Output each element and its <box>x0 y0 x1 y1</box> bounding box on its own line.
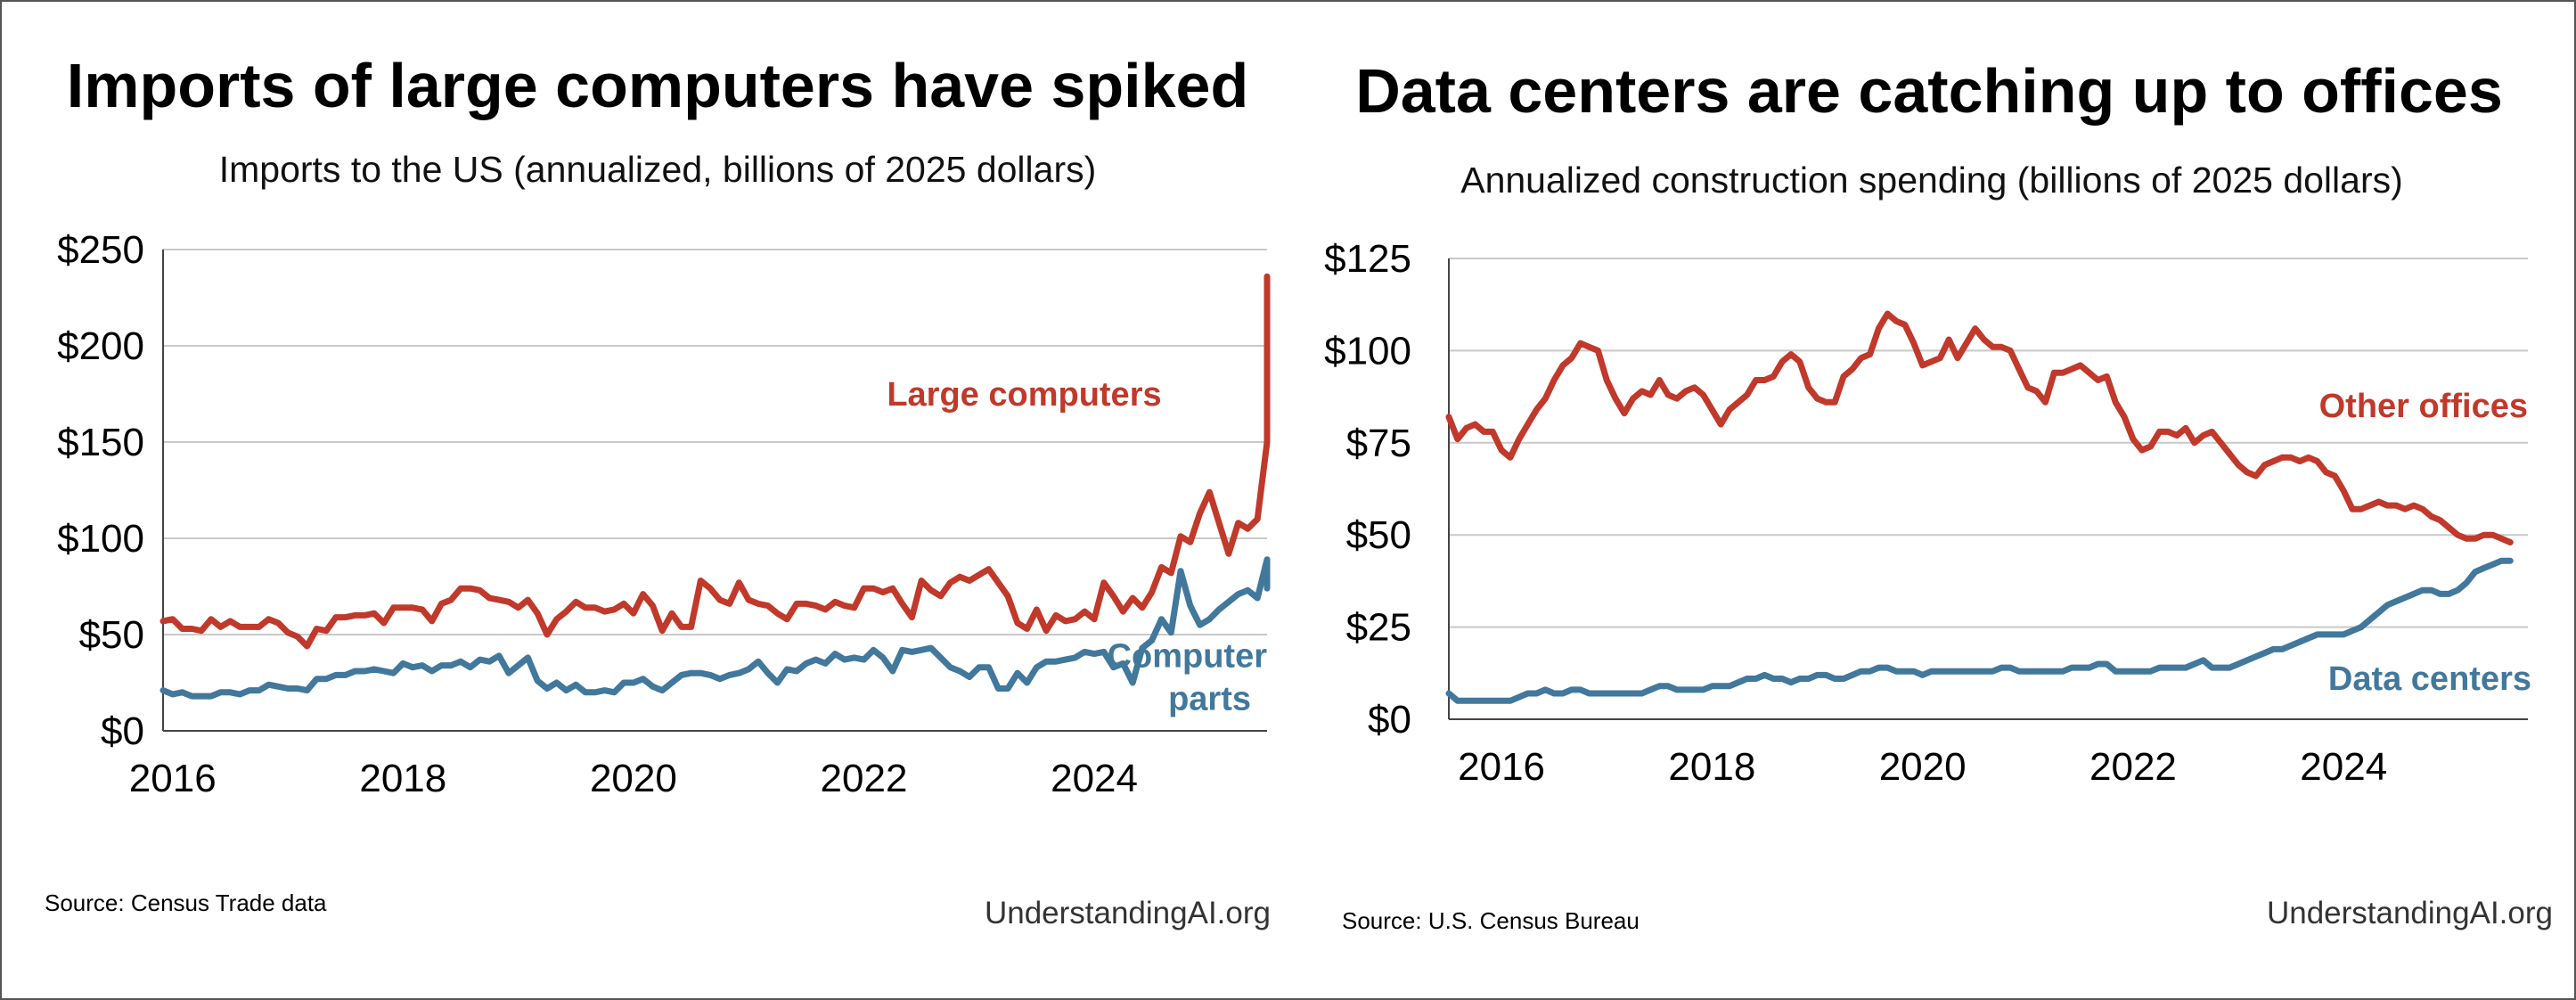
right-grid <box>1448 258 2528 720</box>
right-chart-subtitle: Annualized construction spending (billio… <box>1460 160 2403 201</box>
left-x-tick-label: 2022 <box>821 757 908 800</box>
left-series-labels: Large computers Computer parts <box>887 376 1267 718</box>
left-x-tick-label: 2020 <box>590 757 677 800</box>
left-y-axis: $0 $50 $100 $150 $200 $250 <box>57 228 144 753</box>
right-series-line-data-centers <box>1445 557 2514 704</box>
right-brand-credit: UnderstandingAI.org <box>2267 896 2553 930</box>
right-chart-panel: Data centers are catching up to offices … <box>1324 56 2553 934</box>
right-series-labels: Other offices Data centers <box>2319 388 2531 698</box>
left-series-label-large-computers: Large computers <box>887 376 1161 414</box>
right-x-tick-label: 2020 <box>1879 745 1967 789</box>
right-x-axis: 2016 2018 2020 2022 2024 <box>1458 745 2387 789</box>
left-grid <box>162 249 1267 732</box>
left-chart-subtitle: Imports to the US (annualized, billions … <box>219 149 1097 190</box>
right-y-tick-label: $100 <box>1324 329 1411 373</box>
right-y-axis: $0 $25 $50 $75 $100 $125 <box>1324 237 1411 742</box>
left-brand-credit: UnderstandingAI.org <box>985 896 1271 930</box>
right-y-tick-label: $50 <box>1346 513 1411 557</box>
right-series-label-other-offices: Other offices <box>2319 388 2528 425</box>
right-y-tick-label: $25 <box>1346 606 1411 650</box>
right-y-tick-label: $0 <box>1368 698 1411 742</box>
right-x-tick-label: 2018 <box>1668 745 1755 789</box>
left-y-tick-label: $50 <box>79 613 144 657</box>
left-y-tick-label: $200 <box>57 324 144 368</box>
right-y-tick-label: $125 <box>1324 237 1411 281</box>
left-x-tick-label: 2018 <box>359 757 446 800</box>
right-series-lines <box>1445 310 2514 704</box>
left-y-tick-label: $100 <box>57 517 144 561</box>
right-series-line-other-offices <box>1445 310 2514 545</box>
left-series-line-large-computers <box>159 273 1271 650</box>
right-chart-title: Data centers are catching up to offices <box>1355 56 2503 126</box>
left-source-note: Source: Census Trade data <box>45 889 327 916</box>
left-x-axis: 2016 2018 2020 2022 2024 <box>129 757 1138 800</box>
left-x-tick-label: 2016 <box>129 757 217 800</box>
right-source-note: Source: U.S. Census Bureau <box>1342 907 1640 934</box>
right-x-tick-label: 2016 <box>1458 745 1545 789</box>
left-y-tick-label: $150 <box>57 421 144 464</box>
left-x-tick-label: 2024 <box>1051 757 1138 800</box>
left-chart-panel: Imports of large computers have spiked I… <box>45 51 1271 930</box>
right-series-label-data-centers: Data centers <box>2328 660 2531 698</box>
right-x-tick-label: 2024 <box>2300 745 2387 789</box>
left-chart-title: Imports of large computers have spiked <box>67 51 1248 120</box>
right-x-tick-label: 2022 <box>2089 745 2177 789</box>
left-y-tick-label: $250 <box>57 228 144 272</box>
left-series-lines <box>159 273 1271 700</box>
right-y-tick-label: $75 <box>1346 422 1411 465</box>
left-series-line-computer-parts <box>159 556 1271 700</box>
left-y-tick-label: $0 <box>101 709 144 753</box>
left-series-label-computer-parts: Computer parts <box>1108 638 1268 718</box>
